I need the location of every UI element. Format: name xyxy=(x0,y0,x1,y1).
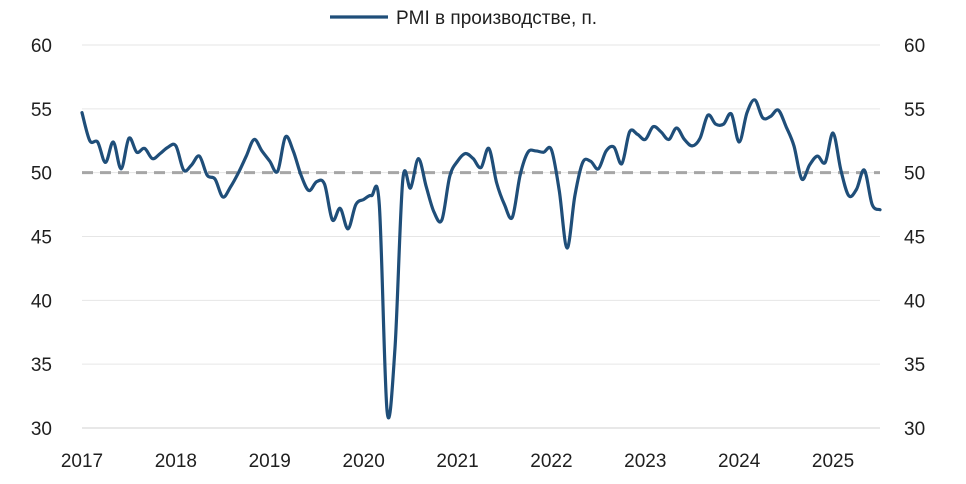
legend-label: PMI в производстве, п. xyxy=(396,8,597,29)
y-tick-left-30: 30 xyxy=(31,419,52,440)
x-tick-2017: 2017 xyxy=(61,451,103,472)
y-tick-left-45: 45 xyxy=(31,228,52,249)
y-tick-right-35: 35 xyxy=(904,355,925,376)
x-tick-2021: 2021 xyxy=(436,451,478,472)
x-tick-2020: 2020 xyxy=(343,451,385,472)
series-line-pmi xyxy=(80,98,882,420)
y-tick-right-45: 45 xyxy=(904,228,925,249)
y-tick-left-50: 50 xyxy=(31,164,52,185)
y-tick-left-60: 60 xyxy=(31,36,52,57)
x-tick-2024: 2024 xyxy=(718,451,761,472)
y-axis-right: 30 35 40 45 50 55 60 xyxy=(904,36,925,440)
y-tick-right-55: 55 xyxy=(904,100,925,121)
x-tick-2022: 2022 xyxy=(530,451,572,472)
y-tick-left-35: 35 xyxy=(31,355,52,376)
y-tick-left-55: 55 xyxy=(31,100,52,121)
y-tick-right-40: 40 xyxy=(904,291,925,312)
y-tick-right-60: 60 xyxy=(904,36,925,57)
x-axis: 2017 2018 2019 2020 2021 2022 2023 2024 2025 xyxy=(61,451,854,472)
x-tick-2019: 2019 xyxy=(249,451,291,472)
x-tick-2018: 2018 xyxy=(155,451,197,472)
legend: PMI в производстве, п. xyxy=(330,8,597,29)
x-tick-2023: 2023 xyxy=(624,451,666,472)
y-tick-right-50: 50 xyxy=(904,164,925,185)
y-tick-left-40: 40 xyxy=(31,291,52,312)
series-layer xyxy=(80,98,882,420)
grid-layer xyxy=(82,44,880,429)
x-tick-2025: 2025 xyxy=(812,451,854,472)
y-tick-right-30: 30 xyxy=(904,419,925,440)
y-axis-left: 30 35 40 45 50 55 60 xyxy=(31,36,52,440)
